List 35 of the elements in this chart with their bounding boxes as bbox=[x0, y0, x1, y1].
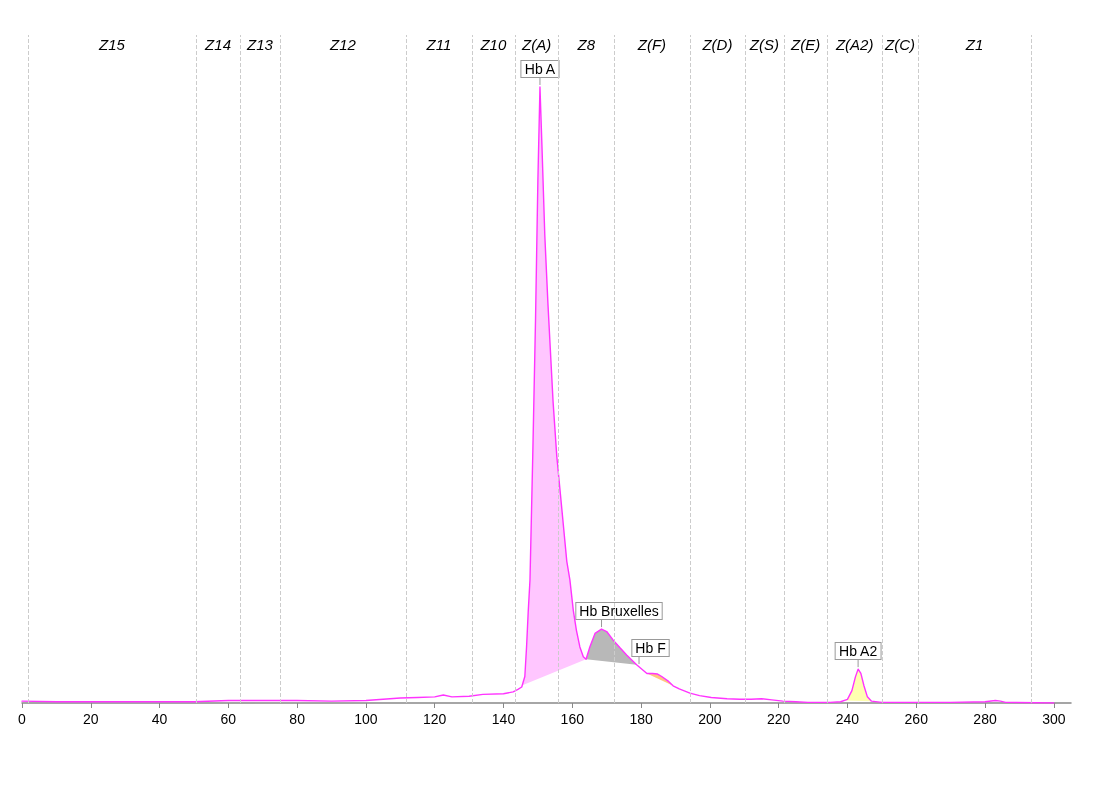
text: Z(D) bbox=[701, 36, 733, 53]
x-tick-label: 20 bbox=[83, 711, 99, 727]
x-tick-label: 180 bbox=[629, 711, 653, 727]
text: Z10 bbox=[479, 36, 507, 53]
x-tick-label: 100 bbox=[354, 711, 378, 727]
text: Z13 bbox=[246, 36, 274, 53]
text: Z(F) bbox=[636, 36, 667, 53]
text: Z12 bbox=[328, 36, 357, 53]
text: Z14 bbox=[204, 36, 231, 53]
text: Z8 bbox=[576, 36, 596, 53]
x-tick-label: 40 bbox=[151, 711, 168, 727]
x-tick-label: 280 bbox=[973, 711, 997, 727]
x-tick-label: 80 bbox=[289, 711, 306, 727]
x-tick-label: 240 bbox=[835, 711, 860, 727]
text: Z15 bbox=[98, 36, 126, 53]
x-tick-label: 0 bbox=[18, 711, 27, 727]
annotation: Hb Bruxelles bbox=[579, 603, 659, 620]
x-tick-label: 60 bbox=[220, 711, 237, 727]
text: Z(A2) bbox=[834, 36, 874, 53]
x-tick-label: 200 bbox=[698, 711, 722, 727]
x-tick-label: 300 bbox=[1042, 711, 1066, 727]
text: Z1 bbox=[964, 36, 984, 53]
x-tick-label: 160 bbox=[560, 711, 585, 727]
text: Z(A) bbox=[521, 36, 552, 53]
text: Z(S) bbox=[748, 36, 779, 53]
text: Z11 bbox=[425, 36, 452, 53]
annotation: Hb A bbox=[524, 60, 556, 77]
x-tick-label: 120 bbox=[423, 711, 447, 727]
annotation: Hb F bbox=[635, 640, 666, 657]
text: Z(E) bbox=[790, 36, 821, 53]
text: Z(C) bbox=[884, 36, 916, 53]
annotation: Hb A2 bbox=[839, 643, 878, 660]
x-tick-label: 260 bbox=[904, 711, 929, 727]
x-tick-label: 140 bbox=[491, 711, 516, 727]
x-tick-label: 220 bbox=[766, 711, 791, 727]
